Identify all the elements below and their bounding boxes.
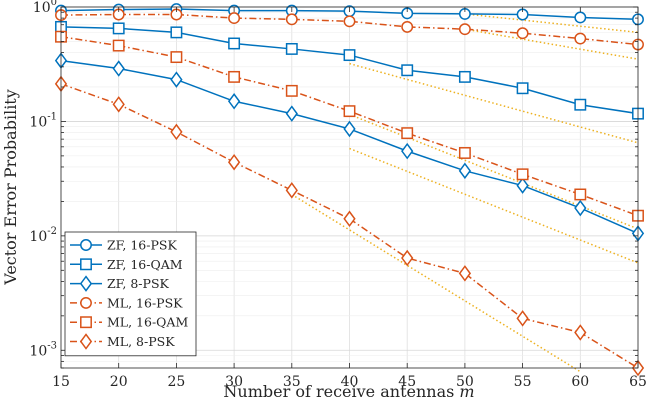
legend-entry: ZF, 16-PSK: [70, 238, 177, 253]
legend-entry: ML, 16-QAM: [70, 315, 188, 330]
data-point: [112, 22, 125, 35]
reference-line-6: [291, 193, 581, 373]
data-point: [228, 70, 241, 83]
data-point: [227, 92, 241, 110]
legend-label: ZF, 16-PSK: [107, 238, 177, 253]
data-point: [458, 70, 471, 83]
grid: [60, 6, 639, 369]
legend-label: ML, 16-PSK: [107, 295, 183, 310]
x-tick-label: 30: [225, 374, 243, 390]
data-point: [170, 71, 183, 88]
data-point: [343, 120, 356, 138]
legend-label: ZF, 8-PSK: [107, 276, 170, 291]
x-axis-label: Number of receive antennas m: [223, 382, 474, 401]
data-point: [401, 64, 414, 77]
legend-label: ZF, 16-QAM: [107, 257, 183, 272]
legend-entry: ML, 8-PSK: [70, 333, 175, 350]
data-point: [401, 249, 414, 267]
legend-marker: [80, 296, 92, 309]
data-point: [574, 324, 587, 341]
legend-marker: [79, 333, 93, 350]
data-point: [285, 84, 298, 97]
data-point: [458, 162, 472, 180]
legend-marker: [80, 239, 92, 251]
data-point: [401, 20, 414, 33]
y-tick-label: 10-3: [29, 340, 57, 359]
data-point: [343, 15, 356, 28]
data-point: [343, 105, 356, 118]
data-point: [516, 82, 529, 95]
x-tick-label: 60: [571, 374, 589, 390]
y-tick-label: 100: [33, 0, 57, 16]
y-tick-label: 10-2: [29, 226, 57, 245]
legend-marker: [80, 316, 92, 329]
data-point: [574, 188, 587, 201]
y-tick-label: 10-1: [29, 111, 57, 130]
data-point: [458, 147, 471, 159]
legend: ZF, 16-PSK ZF, 16-QAM ZF, 8-PSK ML, 16-PSK M…: [64, 231, 197, 357]
reference-lines: [291, 13, 639, 373]
x-tick-label: 40: [341, 374, 359, 390]
reference-line-3: [349, 62, 639, 144]
data-point: [458, 23, 471, 36]
axis-ticks: 15 20 25 30 35 40 45 50 55 60 65 100 10-1 10-2 10-3: [29, 0, 646, 390]
legend-marker: [80, 258, 92, 271]
legend-label: ML, 8-PSK: [107, 334, 175, 349]
x-tick-label: 20: [110, 374, 128, 390]
data-point: [574, 199, 587, 217]
data-point: [285, 42, 298, 55]
data-point: [574, 98, 587, 111]
data-point: [285, 13, 298, 26]
series-line: [60, 13, 639, 46]
data-point: [170, 123, 183, 141]
series-line: [60, 35, 639, 217]
x-tick-label: 55: [514, 374, 532, 390]
series-4: [55, 8, 644, 51]
data-point: [516, 27, 529, 40]
data-point: [285, 182, 298, 199]
data-point: [228, 37, 241, 50]
legend-label: ML, 16-QAM: [107, 315, 188, 330]
reference-line-2: [464, 28, 639, 60]
data-point: [516, 177, 529, 194]
data-point: [343, 210, 356, 228]
legend-marker: [79, 275, 93, 292]
legend-entry: ZF, 16-QAM: [70, 257, 183, 272]
data-point: [170, 51, 183, 64]
data-point: [228, 12, 241, 25]
data-point: [516, 168, 529, 181]
data-point: [112, 60, 125, 77]
data-point: [343, 49, 356, 62]
reference-line-1: [464, 13, 639, 34]
data-point: [516, 310, 529, 327]
x-tick-label: 50: [456, 374, 474, 390]
data-point: [458, 265, 472, 282]
data-point: [401, 142, 414, 160]
x-tick-label: 35: [283, 374, 301, 390]
x-tick-label: 25: [167, 374, 185, 390]
data-point: [574, 32, 587, 45]
series-line: [60, 83, 639, 369]
data-point: [112, 96, 125, 113]
data-point: [574, 11, 587, 24]
data-point: [401, 127, 414, 140]
legend-entry: ML, 16-PSK: [70, 295, 183, 310]
x-tick-label: 45: [398, 374, 416, 390]
y-axis-label: Vector Error Probability: [1, 89, 20, 286]
data-point: [112, 39, 125, 52]
data-point: [285, 105, 298, 122]
x-tick-label: 65: [629, 374, 647, 390]
legend-entry: ZF, 8-PSK: [70, 275, 170, 292]
data-point: [170, 26, 183, 39]
x-tick-label: 15: [52, 374, 70, 390]
data-point: [227, 153, 241, 171]
